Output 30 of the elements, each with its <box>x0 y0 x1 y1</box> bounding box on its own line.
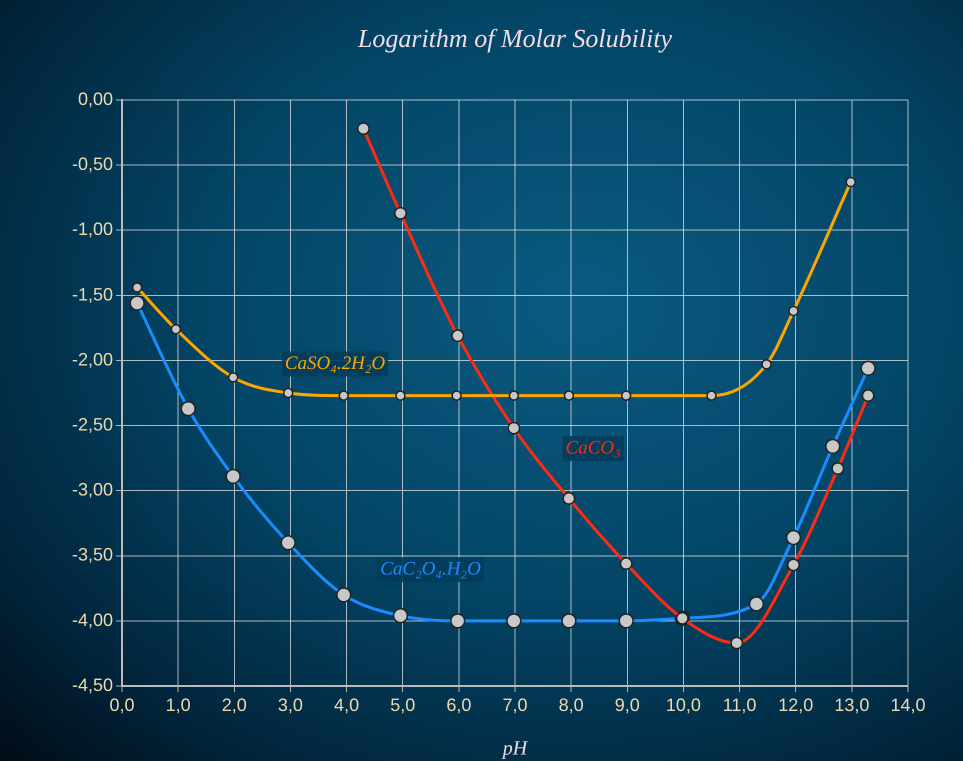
x-tick-label: 9,0 <box>614 694 640 715</box>
y-tick-label: -4,00 <box>72 610 113 630</box>
x-tick-label: 14,0 <box>890 694 926 715</box>
y-tick-label: -0,50 <box>72 154 113 174</box>
x-tick-label: 12,0 <box>778 694 814 715</box>
y-tick-label: -3,00 <box>72 480 113 500</box>
chart-title: Logarithm of Molar Solubility <box>356 24 673 53</box>
y-tick-label: -2,50 <box>72 414 113 435</box>
x-tick-label: 7,0 <box>502 694 528 715</box>
x-tick-label: 3,0 <box>278 694 303 715</box>
y-tick-label: -1,50 <box>72 284 113 304</box>
y-tick-label: -2,00 <box>72 349 113 370</box>
x-tick-label: 5,0 <box>390 694 416 715</box>
x-tick-label: 6,0 <box>446 694 472 715</box>
y-tick-label: -4,50 <box>72 674 113 695</box>
x-tick-label: 8,0 <box>558 694 584 715</box>
series-label: CaC₂O₄.H₂O <box>380 558 482 580</box>
series-label: CaCO₃ <box>566 438 621 459</box>
x-tick-label: 13,0 <box>834 694 870 715</box>
y-tick-label: -1,00 <box>72 219 113 240</box>
x-tick-label: 4,0 <box>334 694 360 715</box>
x-axis-title: pH <box>500 737 529 760</box>
x-tick-label: 10,0 <box>666 694 701 715</box>
x-tick-label: 11,0 <box>722 694 756 715</box>
x-tick-label: 1,0 <box>166 694 191 715</box>
y-tick-label: 0,00 <box>78 88 113 109</box>
y-tick-label: -3,50 <box>72 544 113 565</box>
series-label: CaSO₄.2H₂O <box>284 352 386 374</box>
x-tick-label: 0,0 <box>109 694 135 715</box>
x-tick-label: 2,0 <box>222 694 247 715</box>
